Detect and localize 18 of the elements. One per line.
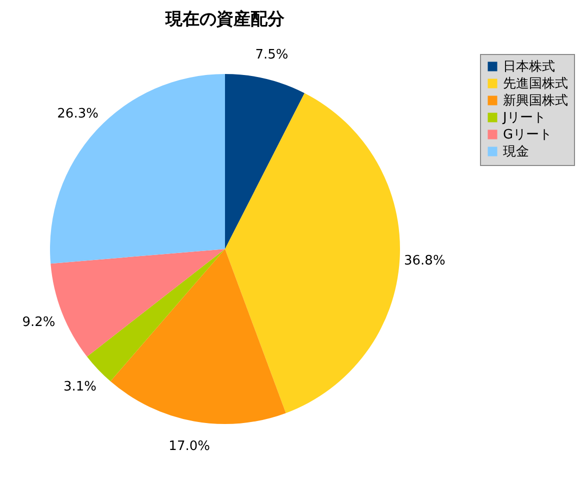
legend-label: 新興国株式 <box>503 94 568 108</box>
data-label: 3.1% <box>63 380 96 395</box>
legend-label: 日本株式 <box>503 60 555 74</box>
pie-slice <box>50 74 225 264</box>
chart-title: 現在の資産配分 <box>164 10 286 30</box>
pie-slice <box>110 249 286 424</box>
legend-label: Gリート <box>503 128 552 142</box>
data-label: 9.2% <box>22 314 56 330</box>
pie-slice <box>225 93 400 414</box>
data-label: 17.0% <box>168 438 210 454</box>
data-label: 26.3% <box>57 106 98 122</box>
pie-slice <box>225 74 305 249</box>
legend-label: 先進国株式 <box>503 76 568 92</box>
data-label: 36.8% <box>404 254 446 269</box>
legend-label: 現金 <box>503 144 529 160</box>
pie-slice <box>86 249 225 382</box>
data-label: 7.5% <box>255 48 288 63</box>
legend-label: Jリート <box>502 110 546 126</box>
